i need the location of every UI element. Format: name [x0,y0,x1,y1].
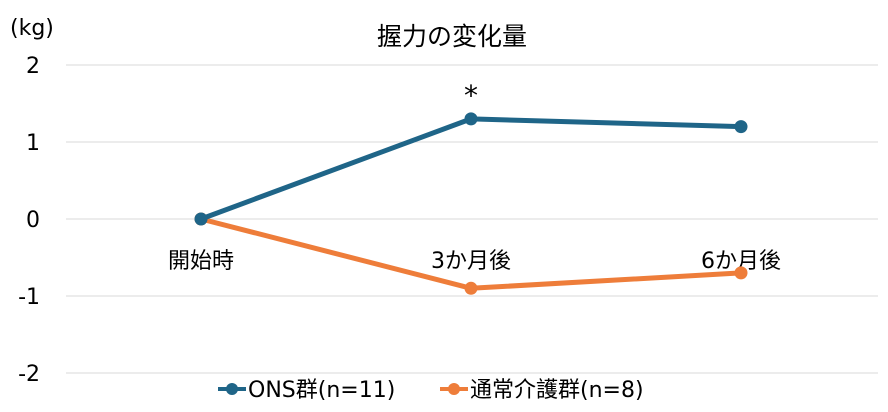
legend-label: ONS群(n=11) [248,378,395,403]
y-tick-label: -1 [18,285,40,310]
y-tick-label: 0 [26,208,40,233]
category-labels: 開始時 3か月後 6か月後 [168,249,781,274]
series-0 [194,112,748,226]
data-point [464,112,478,126]
significance-marker: * [464,79,478,112]
data-point [194,212,208,226]
y-axis-tick-labels: 2 1 0 -1 -2 [18,54,40,387]
category-label: 3か月後 [431,249,511,274]
legend-item: ONS群(n=11) [218,378,395,403]
annotations: * [464,79,478,112]
series-lines [194,112,748,295]
legend-swatch-marker [226,383,238,395]
legend-swatch-marker [448,383,460,395]
data-point [734,120,748,134]
y-axis-unit-label: (kg) [10,16,54,41]
legend-label: 通常介護群(n=8) [470,378,644,403]
y-tick-label: 1 [26,131,40,156]
legend-item: 通常介護群(n=8) [440,378,644,403]
series-line [198,116,744,222]
category-label: 開始時 [168,249,234,274]
chart-title: 握力の変化量 [377,22,527,51]
y-tick-label: -2 [18,362,40,387]
y-tick-label: 2 [26,54,40,79]
data-point [734,266,748,280]
data-point [464,281,478,295]
legend: ONS群(n=11) 通常介護群(n=8) [218,378,644,403]
